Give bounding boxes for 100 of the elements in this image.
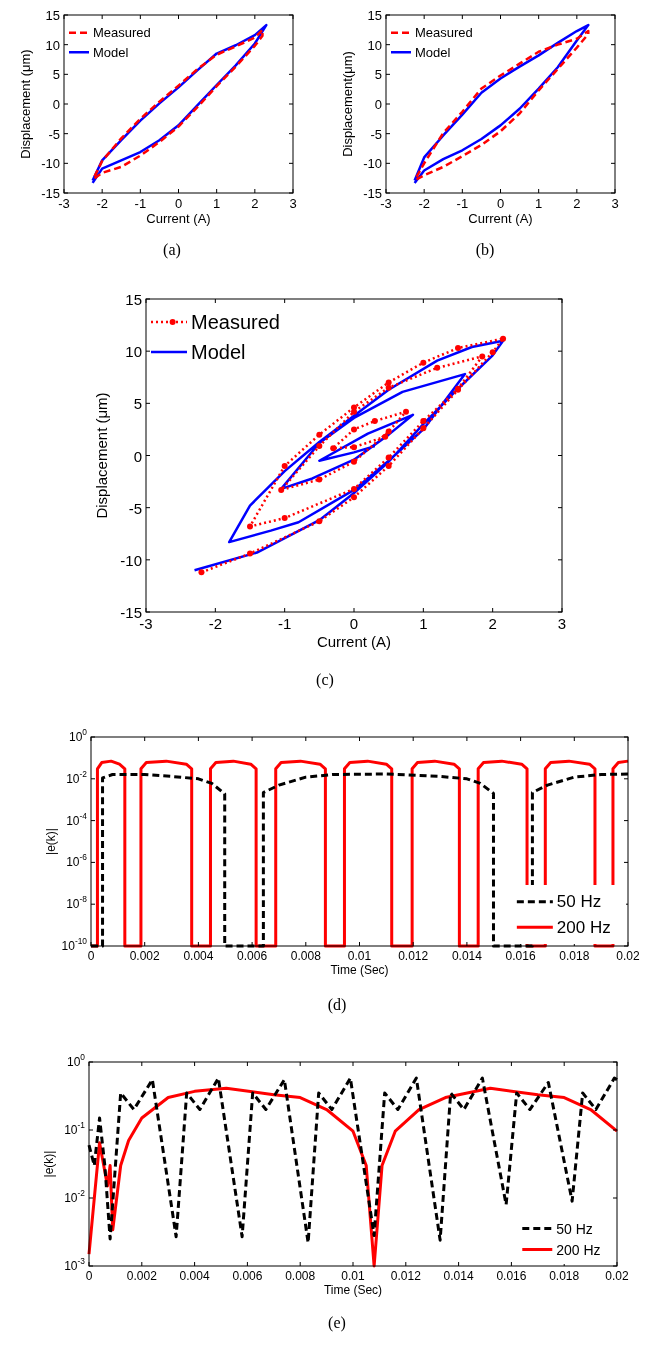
x-tick-label: 0.002 <box>126 1269 158 1283</box>
legend-label: 50 Hz <box>556 892 602 912</box>
x-tick-label: 0.006 <box>237 949 268 963</box>
x-tick-label: 0.02 <box>605 1269 629 1283</box>
y-tick-label: 10 <box>45 37 60 53</box>
y-tick-label: 5 <box>374 66 382 82</box>
legend-label: 50 Hz <box>556 1220 593 1237</box>
text: (d) <box>327 996 347 1014</box>
text: (c) <box>316 671 334 689</box>
x-tick-label: 2 <box>573 196 581 211</box>
x-tick-label: 0.02 <box>616 949 640 963</box>
point <box>316 476 323 483</box>
y-tick-label: -5 <box>48 126 60 142</box>
x-tick-label: 0.002 <box>129 949 161 963</box>
x-tick-label: 0.006 <box>232 1269 263 1283</box>
y-tick-label: -15 <box>363 185 382 201</box>
x-tick-label: 1 <box>419 615 428 632</box>
x-tick-label: 3 <box>289 196 297 211</box>
legend-label: Measured <box>93 25 151 41</box>
point <box>316 518 323 525</box>
y-tick-label: 10$^{-1}$ <box>64 1120 86 1137</box>
point <box>385 428 392 435</box>
x-tick-label: 1 <box>213 196 221 211</box>
y-tick-label: 10$^{0}$ <box>68 727 88 744</box>
y-tick-label: -5 <box>128 499 142 517</box>
point <box>330 445 337 452</box>
point <box>500 335 507 342</box>
x-tick-label: -2 <box>208 615 223 632</box>
point <box>247 550 253 557</box>
point <box>351 426 357 433</box>
y-tick-label: 10$^{-8}$ <box>66 894 88 912</box>
y-tick-label: 10 <box>367 37 382 53</box>
point <box>281 515 288 522</box>
y-axis-title: Displacement (μm) <box>93 392 110 519</box>
y-tick-label: 10$^{-2}$ <box>64 1188 86 1205</box>
x-tick-label: 0.016 <box>496 1269 527 1283</box>
point <box>455 345 461 352</box>
point <box>385 379 392 386</box>
y-axis-title: |e(k)| <box>42 1150 56 1178</box>
y-tick-label: 15 <box>45 7 60 23</box>
point <box>316 443 323 450</box>
point <box>351 408 357 415</box>
x-tick-label: -2 <box>418 196 430 211</box>
y-tick-label: -10 <box>41 155 60 171</box>
point <box>198 569 205 576</box>
point <box>351 458 357 465</box>
x-tick-label: 0.004 <box>183 949 214 963</box>
x-tick-label: 3 <box>557 615 567 632</box>
x-tick-label: 0 <box>349 615 359 632</box>
y-axis-title: |e(k)| <box>44 828 58 855</box>
y-tick-label: 15 <box>125 290 142 308</box>
legend-label: Model <box>191 341 246 363</box>
x-tick-label: 0.01 <box>341 1269 365 1283</box>
x-tick-label: 0.018 <box>549 1269 580 1283</box>
x-tick-label: 0 <box>174 196 183 211</box>
point <box>278 486 285 493</box>
y-tick-label: -10 <box>363 155 382 171</box>
x-tick-label: -1 <box>277 615 292 632</box>
y-tick-label: -5 <box>370 126 382 142</box>
point <box>382 433 389 440</box>
y-axis-title: Displacement(μm) <box>340 51 356 157</box>
point <box>420 425 427 432</box>
x-axis-title: Current (A) <box>316 632 392 650</box>
point <box>247 523 253 530</box>
x-tick-label: -3 <box>58 196 70 211</box>
y-tick-label: -15 <box>120 603 142 621</box>
y-tick-label: 10$^{-6}$ <box>66 852 88 870</box>
x-tick-label: 2 <box>251 196 259 211</box>
point <box>434 364 441 371</box>
x-tick-label: 0.012 <box>390 1269 422 1283</box>
point <box>316 431 323 438</box>
legend-label: Model <box>93 44 129 60</box>
x-tick-label: 2 <box>488 615 497 632</box>
x-tick-label: -1 <box>134 196 147 211</box>
x-axis-title: Time (Sec) <box>323 1282 383 1297</box>
y-tick-label: -10 <box>120 551 142 569</box>
x-tick-label: -1 <box>456 196 469 211</box>
x-tick-label: 3 <box>611 196 619 211</box>
point <box>351 485 357 492</box>
point <box>479 353 486 360</box>
y-tick-label: 5 <box>52 66 60 82</box>
y-tick-label: 0 <box>374 96 382 112</box>
y-tick-label: 10 <box>125 342 142 360</box>
x-tick-label: -3 <box>380 196 392 211</box>
legend-label: Model <box>415 44 451 60</box>
x-axis-title: Current (A) <box>468 210 533 226</box>
y-tick-label: 10$^{0}$ <box>66 1052 86 1069</box>
x-tick-label: -2 <box>96 196 108 211</box>
x-tick-label: 0.008 <box>290 949 322 963</box>
x-tick-label: 0.008 <box>285 1269 316 1283</box>
y-tick-label: 0 <box>52 96 60 112</box>
point <box>281 462 288 469</box>
point <box>385 384 392 391</box>
text: (b) <box>475 241 495 259</box>
y-tick-label: -15 <box>41 185 60 201</box>
line-series <box>87 1086 619 1268</box>
point <box>385 462 392 469</box>
y-axis-title: Displacement (μm) <box>18 49 34 159</box>
x-axis-title: Time (Sec) <box>330 962 389 977</box>
x-tick-label: 0.012 <box>398 949 429 963</box>
